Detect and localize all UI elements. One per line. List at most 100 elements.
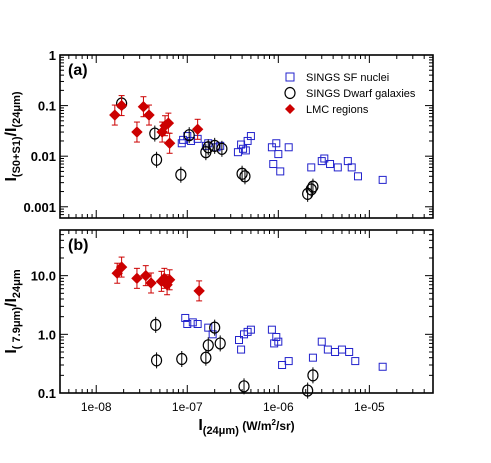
legend-label: LMC regions [306,104,369,116]
data-point-square [193,319,202,328]
data-point-diamond [109,109,121,121]
data-point-circle [176,352,188,366]
data-point-square [269,160,278,169]
data-point-square [270,339,279,348]
y-axis-title-part: /I [3,298,20,307]
data-point-circle [214,337,226,350]
x-axis-title-part: 2 [272,418,277,427]
series-open-square [181,313,387,371]
data-point-square [308,353,317,362]
data-point-circle [200,351,212,364]
legend: SINGS SF nuclei SINGS Dwarf galaxies LMC r… [284,72,416,116]
data-point-square [317,157,326,166]
data-point-square [181,313,190,322]
data-point-diamond [163,137,176,149]
data-point-circle [305,183,317,196]
x-axis-title: I(24μm) (W/m2/sr) [198,417,294,437]
data-point-square [320,154,329,163]
x-axis-title-part: (W/m [239,419,272,433]
legend-label: SINGS Dwarf galaxies [306,88,416,100]
data-point-square [378,362,387,371]
y-tick-label: 0.1 [38,99,56,114]
x-axis-title-part: I [198,417,202,434]
data-point-diamond [163,274,176,286]
data-point-circle [150,153,163,166]
plot-frame [59,54,434,219]
data-point-square [274,150,283,159]
y-axis-title-part: (24μm) [11,91,23,127]
data-point-square [345,347,354,356]
data-point-circle [307,369,319,382]
series-open-circle [116,95,319,202]
y-axis-title-part: 24μm [11,269,23,298]
x-axis-title-part: (24μm) [203,425,239,437]
data-point-square [326,160,335,169]
y-axis-title-part: /I [3,128,20,137]
series-open-circle [150,316,319,399]
data-point-square [246,132,255,141]
data-point-circle [202,141,214,154]
data-point-circle [150,354,163,367]
x-tick-label: 1e-08 [81,400,112,414]
data-point-square [274,337,283,346]
data-point-diamond [115,99,128,112]
data-point-diamond [145,277,157,289]
data-point-square [246,325,255,334]
data-point-diamond [131,126,143,138]
data-point-diamond [131,272,143,285]
data-point-square [267,143,276,152]
data-point-square [188,318,197,327]
data-point-square [317,337,326,346]
series-filled-diamond [109,95,204,154]
data-point-circle [202,339,214,352]
data-point-diamond [115,261,128,273]
legend-marker [285,72,295,82]
data-point-square [323,345,332,354]
data-point-square [337,345,346,354]
data-point-square [237,345,246,354]
y-tick-label: 1.0 [38,327,56,342]
y-tick-label: 0.1 [38,386,56,401]
data-point-square [347,163,356,172]
series-filled-diamond [111,256,205,302]
y-tick-label: 1 [49,48,56,63]
y-axis-title: I(S0+S1)/I(24μm) [3,91,23,181]
y-axis-title-a: I(S0+S1)/I(24μm) [3,91,23,181]
data-point-diamond [193,285,205,297]
data-point-square [183,319,192,328]
x-axis-title: I(24μm) (W/m2/sr) [198,417,294,437]
data-point-circle [238,380,250,393]
y-axis-title-part: ( 7.9μm) [11,307,23,350]
x-tick-label: 1e-05 [354,400,385,414]
y-tick-label: 10.0 [31,269,56,284]
y-axis-title-b: I( 7.9μm)/I24μm [3,269,23,353]
data-point-circle [216,142,228,155]
y-tick-label: 0.001 [23,200,56,215]
data-point-diamond [191,123,204,136]
data-point-circle [175,168,187,181]
data-point-square [272,333,281,342]
data-point-circle [236,167,248,180]
data-point-circle [150,318,162,331]
data-point-square [333,163,342,172]
y-axis-title: I( 7.9μm)/I24μm [3,269,23,353]
data-point-square [351,357,360,366]
panel-b: 0.1 1.0 10.0 1e-08 1e-07 1e-06 1e-05 (b) [31,229,434,414]
data-point-square [353,172,362,181]
x-axis-title-part: /sr) [276,419,295,433]
data-point-circle [239,170,251,183]
data-point-square [216,141,225,150]
plot-frame [59,229,434,394]
data-point-square [272,139,281,148]
data-point-square [284,143,293,152]
x-tick-label: 1e-07 [172,400,203,414]
data-point-square [284,357,293,366]
legend-marker [285,104,295,114]
panel-label: (b) [68,237,88,254]
series-open-square [177,132,387,184]
y-tick-label: 0.01 [31,149,56,164]
data-point-circle [307,180,319,193]
data-point-square [276,167,285,176]
x-tick-label: 1e-06 [263,400,294,414]
